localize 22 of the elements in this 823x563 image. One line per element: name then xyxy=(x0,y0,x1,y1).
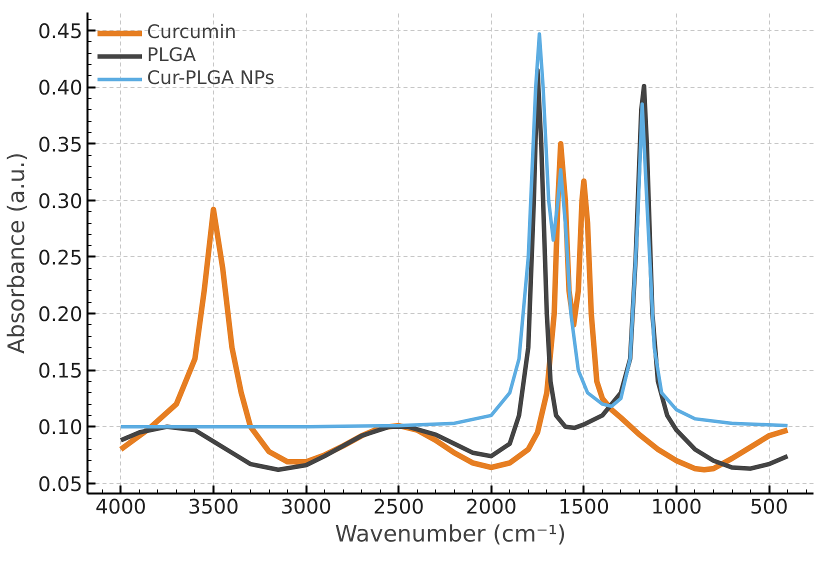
x-tick-label: 500 xyxy=(750,494,788,518)
y-tick-label: 0.30 xyxy=(38,188,82,213)
legend-label: Cur-PLGA NPs xyxy=(147,68,274,89)
y-tick-label: 0.45 xyxy=(38,19,82,44)
legend-label: Curcumin xyxy=(147,22,236,43)
x-tick-label: 1000 xyxy=(651,494,702,518)
y-tick-label: 0.15 xyxy=(38,358,82,383)
y-tick-label: 0.25 xyxy=(38,245,82,270)
x-tick-label: 1500 xyxy=(558,494,610,518)
y-tick-label: 0.40 xyxy=(38,76,82,100)
x-tick-label: 4000 xyxy=(95,494,146,518)
y-tick-label: 0.20 xyxy=(38,302,82,326)
x-tick-label: 2500 xyxy=(373,494,424,518)
x-tick-label: 3500 xyxy=(188,494,239,518)
legend-label: PLGA xyxy=(147,45,196,66)
y-tick-label: 0.35 xyxy=(38,132,82,156)
x-tick-label: 3000 xyxy=(280,494,332,518)
y-tick-label: 0.10 xyxy=(38,415,82,440)
x-axis-title: Wavenumber (cm⁻¹) xyxy=(334,522,566,548)
y-tick-label: 0.05 xyxy=(38,472,82,496)
x-tick-label: 2000 xyxy=(466,494,517,518)
y-axis-title: Absorbance (a.u.) xyxy=(4,152,30,354)
